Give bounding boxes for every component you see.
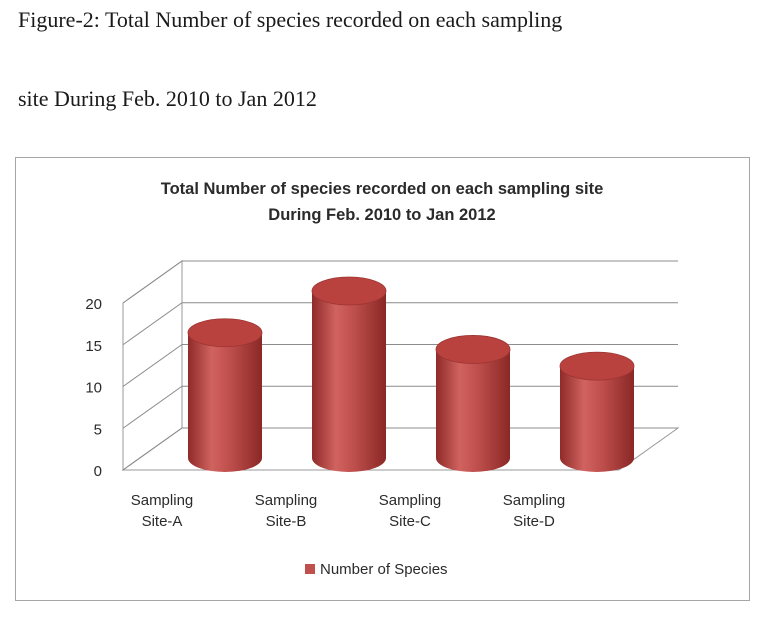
bar-site-d (559, 351, 635, 472)
y-tick-label: 15 (85, 338, 102, 355)
bar-body (312, 291, 386, 472)
legend-swatch (305, 564, 315, 574)
x-tick-label: Site-B (266, 513, 307, 530)
gridline (122, 344, 678, 387)
gridline (122, 302, 678, 346)
x-tick-label: Site-A (142, 513, 183, 530)
figure-caption-line-1: Figure-2: Total Number of species record… (18, 7, 563, 32)
figure-caption-line-2: site During Feb. 2010 to Jan 2012 (18, 86, 317, 111)
y-tick-label: 10 (85, 380, 102, 397)
bar-site-a (187, 318, 263, 472)
y-tick-label: 5 (94, 421, 102, 438)
bar-body (436, 349, 510, 472)
x-tick-label: Sampling (255, 492, 318, 509)
bar-site-c (435, 335, 511, 472)
chart-title: Total Number of species recorded on each… (161, 180, 604, 224)
x-tick-label: Site-C (389, 513, 431, 530)
legend: Number of Species (305, 561, 448, 578)
species-bar-chart: Total Number of species recorded on each… (85, 180, 680, 578)
gridline (122, 385, 678, 429)
bar-body (188, 332, 262, 472)
gridline (122, 427, 678, 471)
bar-top (435, 335, 511, 364)
y-tick-label: 0 (94, 463, 102, 480)
chart-title-line: Total Number of species recorded on each… (161, 180, 604, 198)
x-tick-label: Sampling (379, 492, 442, 509)
bar-top (559, 351, 635, 381)
legend-label: Number of Species (320, 561, 448, 578)
x-axis-labels: Sampling Site-A Sampling Site-B Sampling Site… (131, 492, 566, 530)
bar-body (560, 366, 634, 472)
x-tick-label: Site-D (513, 513, 555, 530)
x-tick-label: Sampling (131, 492, 194, 509)
y-tick-label: 20 (85, 296, 102, 313)
gridlines (122, 260, 678, 471)
x-tick-label: Sampling (503, 492, 566, 509)
y-axis-ticks: 0 5 10 15 20 (85, 296, 102, 480)
gridline (122, 260, 678, 304)
bar-top (187, 318, 263, 348)
bar-top (311, 276, 387, 306)
bars (187, 276, 635, 472)
chart-area: Total Number of species recorded on each… (15, 157, 750, 601)
chart-title-line: During Feb. 2010 to Jan 2012 (268, 206, 495, 224)
bar-site-b (311, 276, 387, 472)
